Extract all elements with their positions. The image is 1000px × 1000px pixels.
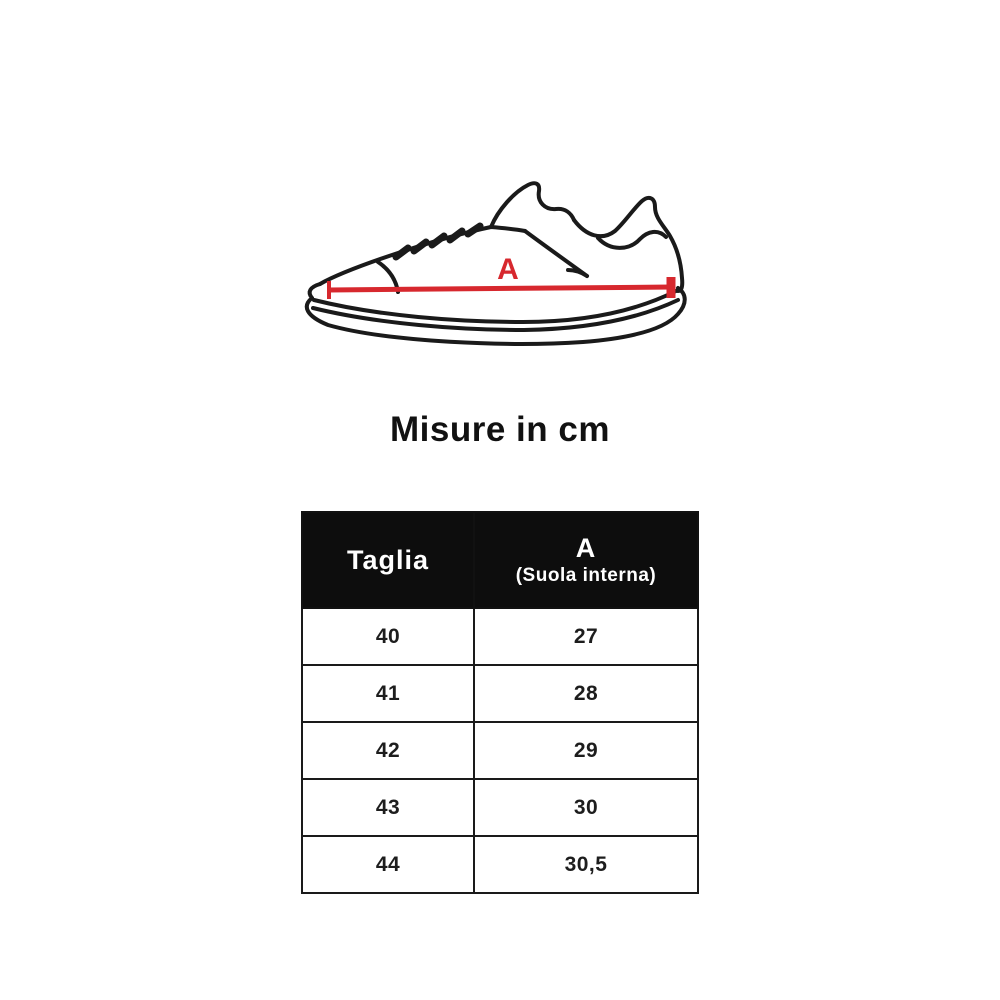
throat-edge xyxy=(488,225,527,233)
collar-heel-outline xyxy=(571,195,684,293)
lace-cross-5 xyxy=(464,222,483,238)
tongue-outline xyxy=(488,181,576,229)
lace-cross-3 xyxy=(428,232,447,249)
cell-taglia: 44 xyxy=(301,835,475,894)
cell-taglia: 43 xyxy=(301,778,475,837)
page-title: Misure in cm xyxy=(390,410,610,449)
header-cell-a: A (Suola interna) xyxy=(473,511,699,609)
table-row: 40 27 xyxy=(301,607,699,666)
size-table-body: 40 27 41 28 42 29 43 30 44 30,5 xyxy=(301,607,699,894)
header-label-a-sub: (Suola interna) xyxy=(515,565,657,586)
header-label-taglia: Taglia xyxy=(346,544,430,575)
table-row: 43 30 xyxy=(301,778,699,837)
header-row: Taglia A (Suola interna) xyxy=(301,511,699,609)
cell-a: 30,5 xyxy=(473,835,699,894)
lace-cross-1 xyxy=(392,244,411,261)
toe-front-edge xyxy=(307,282,322,300)
table-row: 41 28 xyxy=(301,664,699,723)
sneaker-diagram-container: A xyxy=(0,0,1000,355)
midsole-seam-lower xyxy=(310,298,680,332)
sole-outline xyxy=(304,286,687,346)
midsole-seam-upper xyxy=(311,289,678,324)
table-row: 42 29 xyxy=(301,721,699,780)
cell-a: 29 xyxy=(473,721,699,780)
table-row: 44 30,5 xyxy=(301,835,699,894)
measurement-label-a: A xyxy=(497,253,519,286)
cell-a: 30 xyxy=(473,778,699,837)
cell-taglia: 42 xyxy=(301,721,475,780)
cell-taglia: 40 xyxy=(301,607,475,666)
cell-a: 28 xyxy=(473,664,699,723)
lace-cross-2 xyxy=(410,238,429,255)
header-cell-taglia: Taglia xyxy=(301,511,475,609)
cell-a: 27 xyxy=(473,607,699,666)
size-table-header: Taglia A (Suola interna) xyxy=(301,511,699,609)
lace-cross-4 xyxy=(446,227,465,244)
cell-taglia: 41 xyxy=(301,664,475,723)
header-label-a: A xyxy=(575,533,597,563)
heel-lining-seam xyxy=(595,230,668,250)
sneaker-measurement-diagram: A xyxy=(304,181,687,346)
quarter-seam-notch xyxy=(565,268,589,278)
measurement-line xyxy=(328,284,672,293)
size-table: Taglia A (Suola interna) 40 27 41 28 42 … xyxy=(301,511,699,894)
quarter-seam xyxy=(522,229,589,278)
